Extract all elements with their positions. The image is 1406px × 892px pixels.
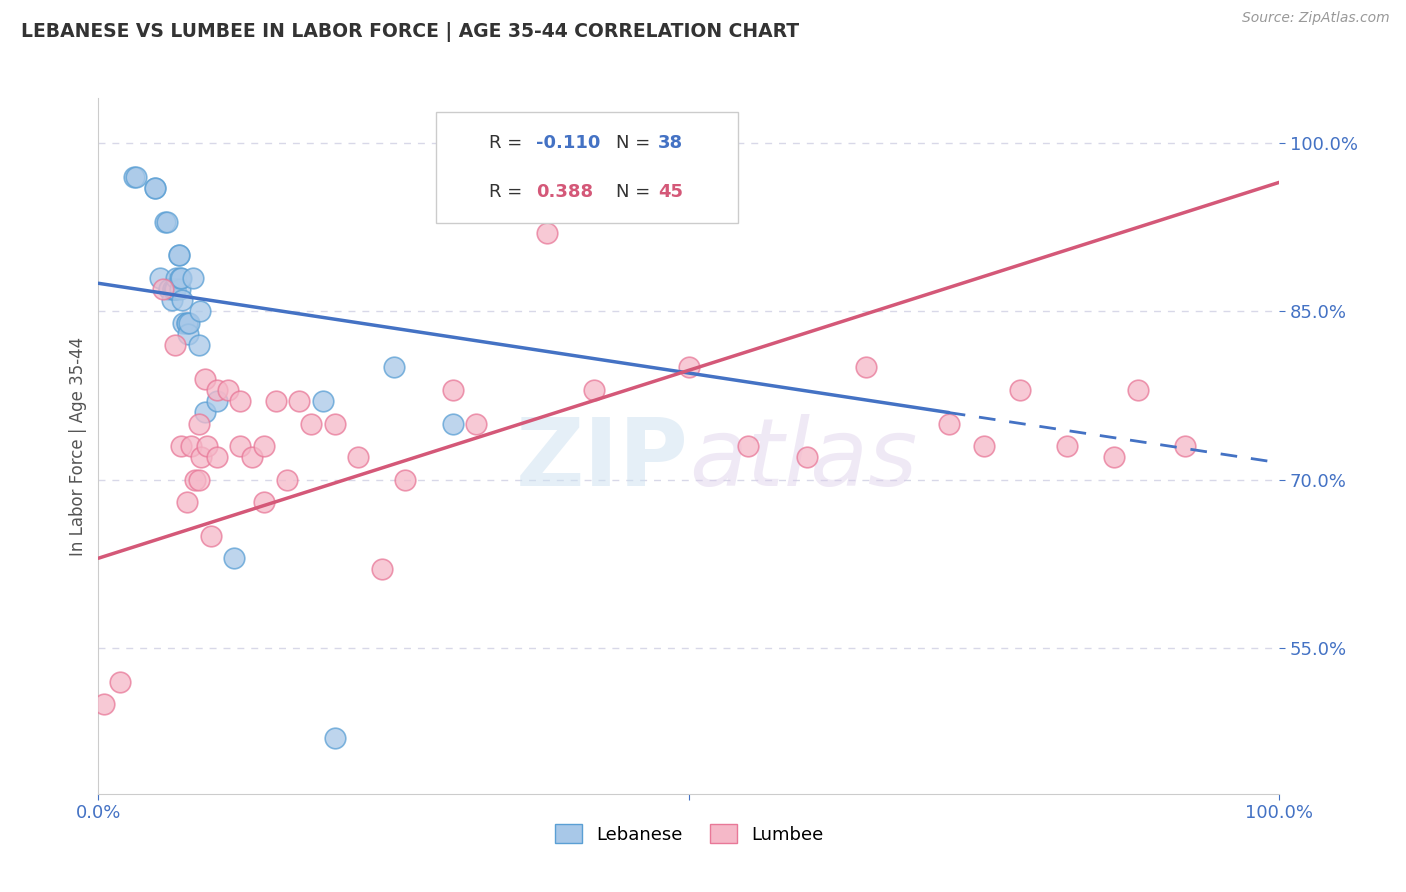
Point <box>253 495 276 509</box>
Text: R =: R = <box>489 134 529 152</box>
Text: 38: 38 <box>658 134 683 152</box>
Point <box>179 316 201 330</box>
Point <box>153 214 176 228</box>
Y-axis label: In Labor Force | Age 35-44: In Labor Force | Age 35-44 <box>69 336 87 556</box>
Point <box>170 270 193 285</box>
Point <box>194 372 217 386</box>
Point <box>973 439 995 453</box>
Point <box>264 394 287 409</box>
Point <box>583 383 606 397</box>
Point <box>1056 439 1078 453</box>
Text: R =: R = <box>489 183 529 201</box>
Point <box>276 473 298 487</box>
Point <box>167 248 190 262</box>
Point <box>1174 439 1197 453</box>
Point <box>108 674 131 689</box>
Point <box>172 293 194 307</box>
Point <box>190 450 212 465</box>
Point <box>176 316 198 330</box>
Point <box>165 270 187 285</box>
Text: N =: N = <box>616 134 655 152</box>
Point <box>855 360 877 375</box>
Point <box>125 169 148 184</box>
Point <box>382 360 405 375</box>
Point <box>323 731 346 745</box>
Point <box>169 282 191 296</box>
Point <box>184 473 207 487</box>
Point <box>465 417 488 431</box>
Point <box>224 551 246 566</box>
Point <box>394 473 416 487</box>
Point <box>205 394 228 409</box>
Point <box>122 169 145 184</box>
Point <box>194 405 217 419</box>
Point <box>253 439 276 453</box>
Point <box>143 181 166 195</box>
Text: 0.388: 0.388 <box>536 183 593 201</box>
Point <box>200 529 222 543</box>
Point <box>152 282 174 296</box>
Point <box>187 473 209 487</box>
Point <box>143 181 166 195</box>
Point <box>323 417 346 431</box>
Point <box>176 495 198 509</box>
Point <box>371 562 394 576</box>
Point <box>165 282 187 296</box>
Point <box>229 439 252 453</box>
Point <box>167 248 190 262</box>
Point <box>1126 383 1149 397</box>
Point <box>441 417 464 431</box>
Text: LEBANESE VS LUMBEE IN LABOR FORCE | AGE 35-44 CORRELATION CHART: LEBANESE VS LUMBEE IN LABOR FORCE | AGE … <box>21 22 799 42</box>
Point <box>1008 383 1031 397</box>
Text: Source: ZipAtlas.com: Source: ZipAtlas.com <box>1241 11 1389 25</box>
Point <box>347 450 370 465</box>
Point <box>229 394 252 409</box>
Text: -0.110: -0.110 <box>536 134 600 152</box>
Point <box>240 450 263 465</box>
Text: 45: 45 <box>658 183 683 201</box>
Point <box>188 304 211 318</box>
Point <box>165 282 187 296</box>
Point <box>181 270 204 285</box>
Point <box>288 394 311 409</box>
Point <box>180 439 202 453</box>
Point <box>187 417 209 431</box>
Point <box>176 316 198 330</box>
Point <box>195 439 218 453</box>
Point <box>160 293 183 307</box>
Point <box>165 282 187 296</box>
Point <box>162 282 184 296</box>
Point <box>156 214 179 228</box>
Point <box>796 450 818 465</box>
Point <box>157 282 180 296</box>
Legend: Lebanese, Lumbee: Lebanese, Lumbee <box>547 817 831 851</box>
Point <box>149 270 172 285</box>
Point <box>162 282 184 296</box>
Point <box>299 417 322 431</box>
Text: atlas: atlas <box>689 415 917 506</box>
Point <box>217 383 239 397</box>
Point <box>165 282 187 296</box>
Point <box>157 282 180 296</box>
Point <box>169 270 191 285</box>
Point <box>536 226 558 240</box>
Point <box>93 697 115 711</box>
Point <box>177 326 200 341</box>
Point <box>172 316 194 330</box>
Point <box>1102 450 1125 465</box>
Point <box>938 417 960 431</box>
Point <box>165 338 187 352</box>
Text: N =: N = <box>616 183 655 201</box>
Point <box>187 338 209 352</box>
Point <box>170 439 193 453</box>
Point <box>441 383 464 397</box>
Point <box>737 439 759 453</box>
Point <box>678 360 700 375</box>
Point <box>205 450 228 465</box>
Text: ZIP: ZIP <box>516 414 689 506</box>
Point <box>205 383 228 397</box>
Point <box>312 394 335 409</box>
